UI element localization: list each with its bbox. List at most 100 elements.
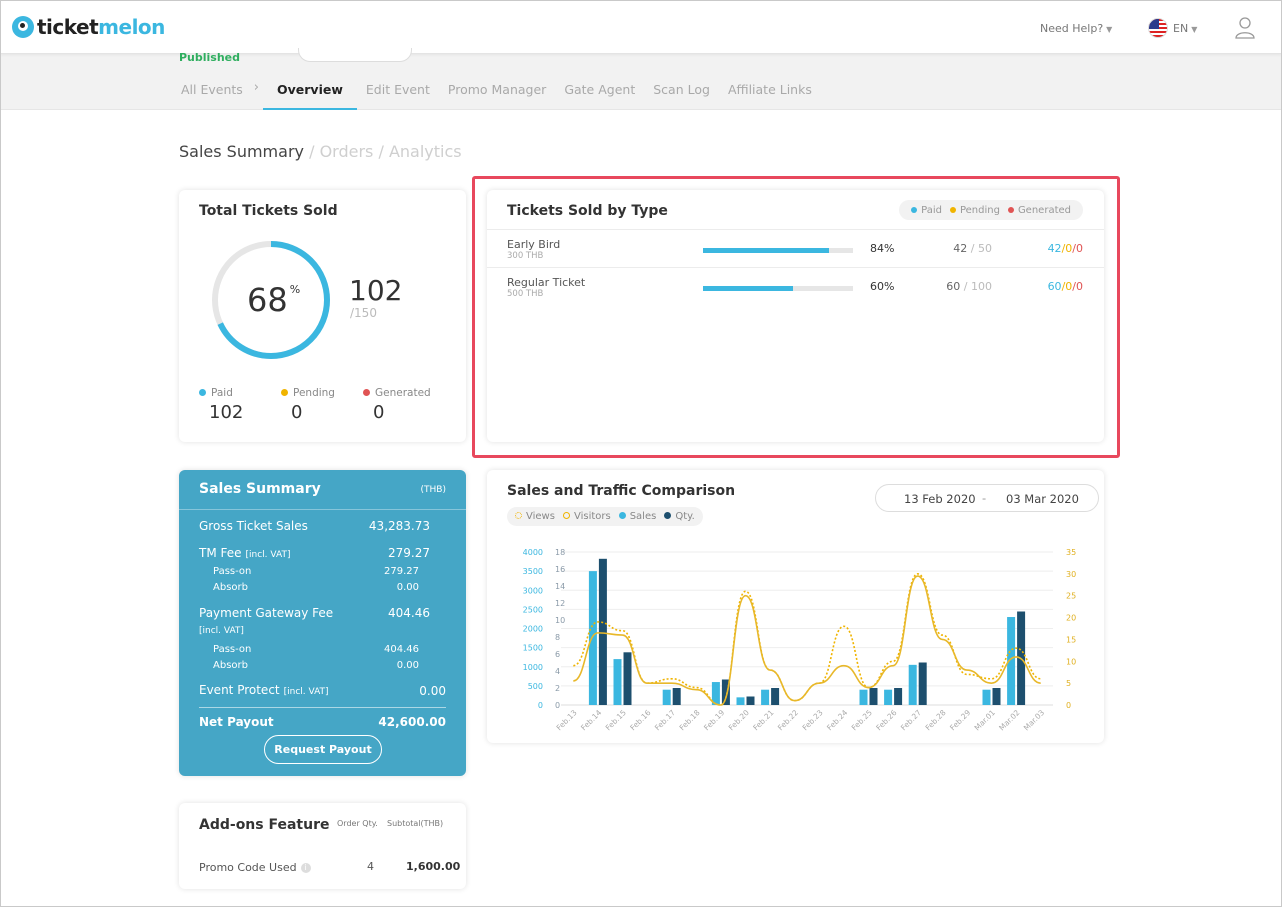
qty-bar (721, 679, 730, 705)
tab-all-events[interactable]: All Events (181, 82, 243, 97)
paid-count: 42 (1047, 242, 1062, 255)
sales-bar (711, 682, 720, 705)
tab-gate-agent[interactable]: Gate Agent (564, 82, 636, 97)
sales-bar (884, 689, 893, 705)
ticket-type-name: Regular Ticket (507, 276, 586, 289)
y-tick-qty: 2 (555, 684, 560, 693)
x-tick-label: Feb.24 (825, 708, 849, 732)
x-tick-label: Feb.23 (801, 708, 825, 732)
need-help-dropdown[interactable]: Need Help? ▼ (1040, 22, 1112, 35)
split-sep: / (1072, 280, 1076, 293)
pending-count: 0 (1065, 280, 1073, 293)
y-tick-traffic: 0 (1066, 701, 1071, 710)
divider (199, 707, 446, 708)
card-title: Sales and Traffic Comparison (507, 483, 736, 499)
addons-card: Add-ons Feature Order Qty. Subtotal(THB)… (179, 803, 466, 889)
tab-promo-manager[interactable]: Promo Manager (447, 82, 547, 97)
tickets-by-type-card: Tickets Sold by Type Paid Pending Genera… (487, 190, 1104, 442)
qty-bar (869, 688, 878, 705)
legend-paid: Paid (911, 205, 942, 216)
ticketmelon-logo[interactable]: ticketmelon (12, 13, 165, 41)
legend-views[interactable]: Views (515, 511, 555, 522)
date-range-picker[interactable]: 13 Feb 2020 - 03 Mar 2020 (875, 484, 1099, 512)
event-action-pill[interactable] (298, 48, 412, 62)
tm-fee-value: 279.27 (388, 546, 430, 560)
x-tick-label: Feb.21 (751, 708, 775, 732)
legend-visitors[interactable]: Visitors (562, 511, 611, 522)
sales-summary-card: Sales Summary (THB) Gross Ticket Sales 4… (179, 470, 466, 776)
y-tick-qty: 12 (555, 599, 565, 608)
divider (179, 509, 466, 510)
percent-sign: % (289, 283, 301, 296)
sales-bar (982, 689, 991, 705)
event-nav-band (0, 54, 1282, 110)
x-tick-label: Feb.27 (899, 708, 923, 732)
legend-label: Pending (293, 387, 335, 399)
y-tick-sales: 1000 (523, 663, 543, 672)
pg-absorb-label: Absorb (213, 660, 248, 671)
paid-dot-icon (199, 389, 206, 396)
tab-scan-log[interactable]: Scan Log (653, 82, 710, 97)
date-from[interactable]: 13 Feb 2020 (904, 492, 976, 506)
request-payout-button[interactable]: Request Payout (264, 735, 382, 764)
y-tick-qty: 8 (555, 633, 560, 642)
sold-value: 42 (953, 242, 968, 255)
split-sep: / (1061, 242, 1066, 255)
sold-percent: 84% (870, 242, 895, 255)
sold-count: 102 (349, 274, 403, 307)
tab-affiliate-links[interactable]: Affiliate Links (727, 82, 812, 97)
section-sep: / (378, 142, 384, 161)
language-dropdown[interactable]: EN ▼ (1173, 22, 1197, 35)
pg-fee-label: Payment Gateway Fee (199, 606, 334, 620)
tab-edit-event[interactable]: Edit Event (365, 82, 430, 97)
tm-absorb-value: 0.00 (396, 582, 419, 593)
views-ring-icon (515, 512, 522, 519)
addon-row-qty: 4 (367, 860, 374, 873)
gross-sales-label: Gross Ticket Sales (199, 519, 308, 533)
tm-pass-on-label: Pass-on (213, 566, 252, 577)
donut-progress-arc (212, 241, 330, 359)
y-tick-qty: 18 (555, 548, 565, 557)
legend-qty[interactable]: Qty. (664, 511, 695, 522)
sold-value: 60 (946, 280, 961, 293)
tab-overview[interactable]: Overview (263, 78, 357, 110)
section-analytics[interactable]: Analytics (388, 142, 462, 161)
y-tick-traffic: 25 (1066, 592, 1076, 601)
qty-dot-icon (664, 512, 672, 519)
legend-sales[interactable]: Sales (618, 511, 657, 522)
capacity-count: /150 (350, 306, 377, 320)
event-protect-text: Event Protect (199, 683, 280, 697)
section-orders[interactable]: Orders (319, 142, 374, 161)
chevron-down-icon: ▼ (1191, 25, 1198, 34)
section-sales-summary[interactable]: Sales Summary (179, 142, 304, 161)
status-legend: Paid Pending Generated (899, 200, 1083, 220)
y-tick-sales: 3500 (523, 567, 543, 576)
x-tick-label: Mar.03 (1022, 708, 1046, 732)
col-order-qty: Order Qty. (337, 819, 378, 828)
y-tick-traffic: 10 (1066, 657, 1076, 666)
sales-bar (859, 689, 868, 705)
info-icon[interactable]: i (300, 863, 311, 873)
language-label: EN (1173, 22, 1189, 35)
y-tick-traffic: 35 (1066, 548, 1076, 557)
generated-value: 0 (373, 402, 385, 423)
pending-count: 0 (1065, 242, 1073, 255)
y-tick-traffic: 30 (1066, 570, 1076, 579)
user-account-icon[interactable] (1234, 16, 1256, 40)
x-tick-label: Feb.25 (850, 708, 874, 732)
addon-row-subtotal: 1,600.00 (406, 860, 461, 873)
sales-bar (662, 689, 671, 705)
legend-generated: Generated (1007, 205, 1071, 216)
legend-label: Sales (629, 511, 657, 522)
us-flag-icon[interactable] (1148, 18, 1168, 38)
y-tick-sales: 2500 (523, 605, 543, 614)
date-to[interactable]: 03 Mar 2020 (1006, 492, 1079, 506)
x-tick-label: Feb.29 (948, 708, 972, 732)
tm-pass-on-value: 279.27 (384, 566, 419, 577)
event-tabs: All Events › Overview Edit Event Promo M… (172, 78, 821, 110)
event-protect-label: Event Protect [incl. VAT] (199, 683, 329, 697)
pending-dot-icon (281, 389, 288, 396)
card-title: Total Tickets Sold (199, 203, 338, 219)
ticket-type-row: Early Bird 300 THB 84% 42 / 50 42/0/0 (487, 229, 1104, 267)
addon-row-name: Promo Code Used i (199, 861, 311, 874)
